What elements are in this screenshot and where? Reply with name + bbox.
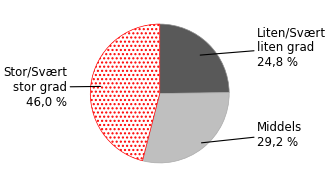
Text: Liten/Svært
liten grad
24,8 %: Liten/Svært liten grad 24,8 % xyxy=(200,26,326,69)
Text: Stor/Svært
stor grad
46,0 %: Stor/Svært stor grad 46,0 % xyxy=(3,66,101,109)
Wedge shape xyxy=(160,24,229,94)
Text: Middels
29,2 %: Middels 29,2 % xyxy=(202,121,302,148)
Wedge shape xyxy=(90,24,160,161)
Wedge shape xyxy=(143,93,229,163)
